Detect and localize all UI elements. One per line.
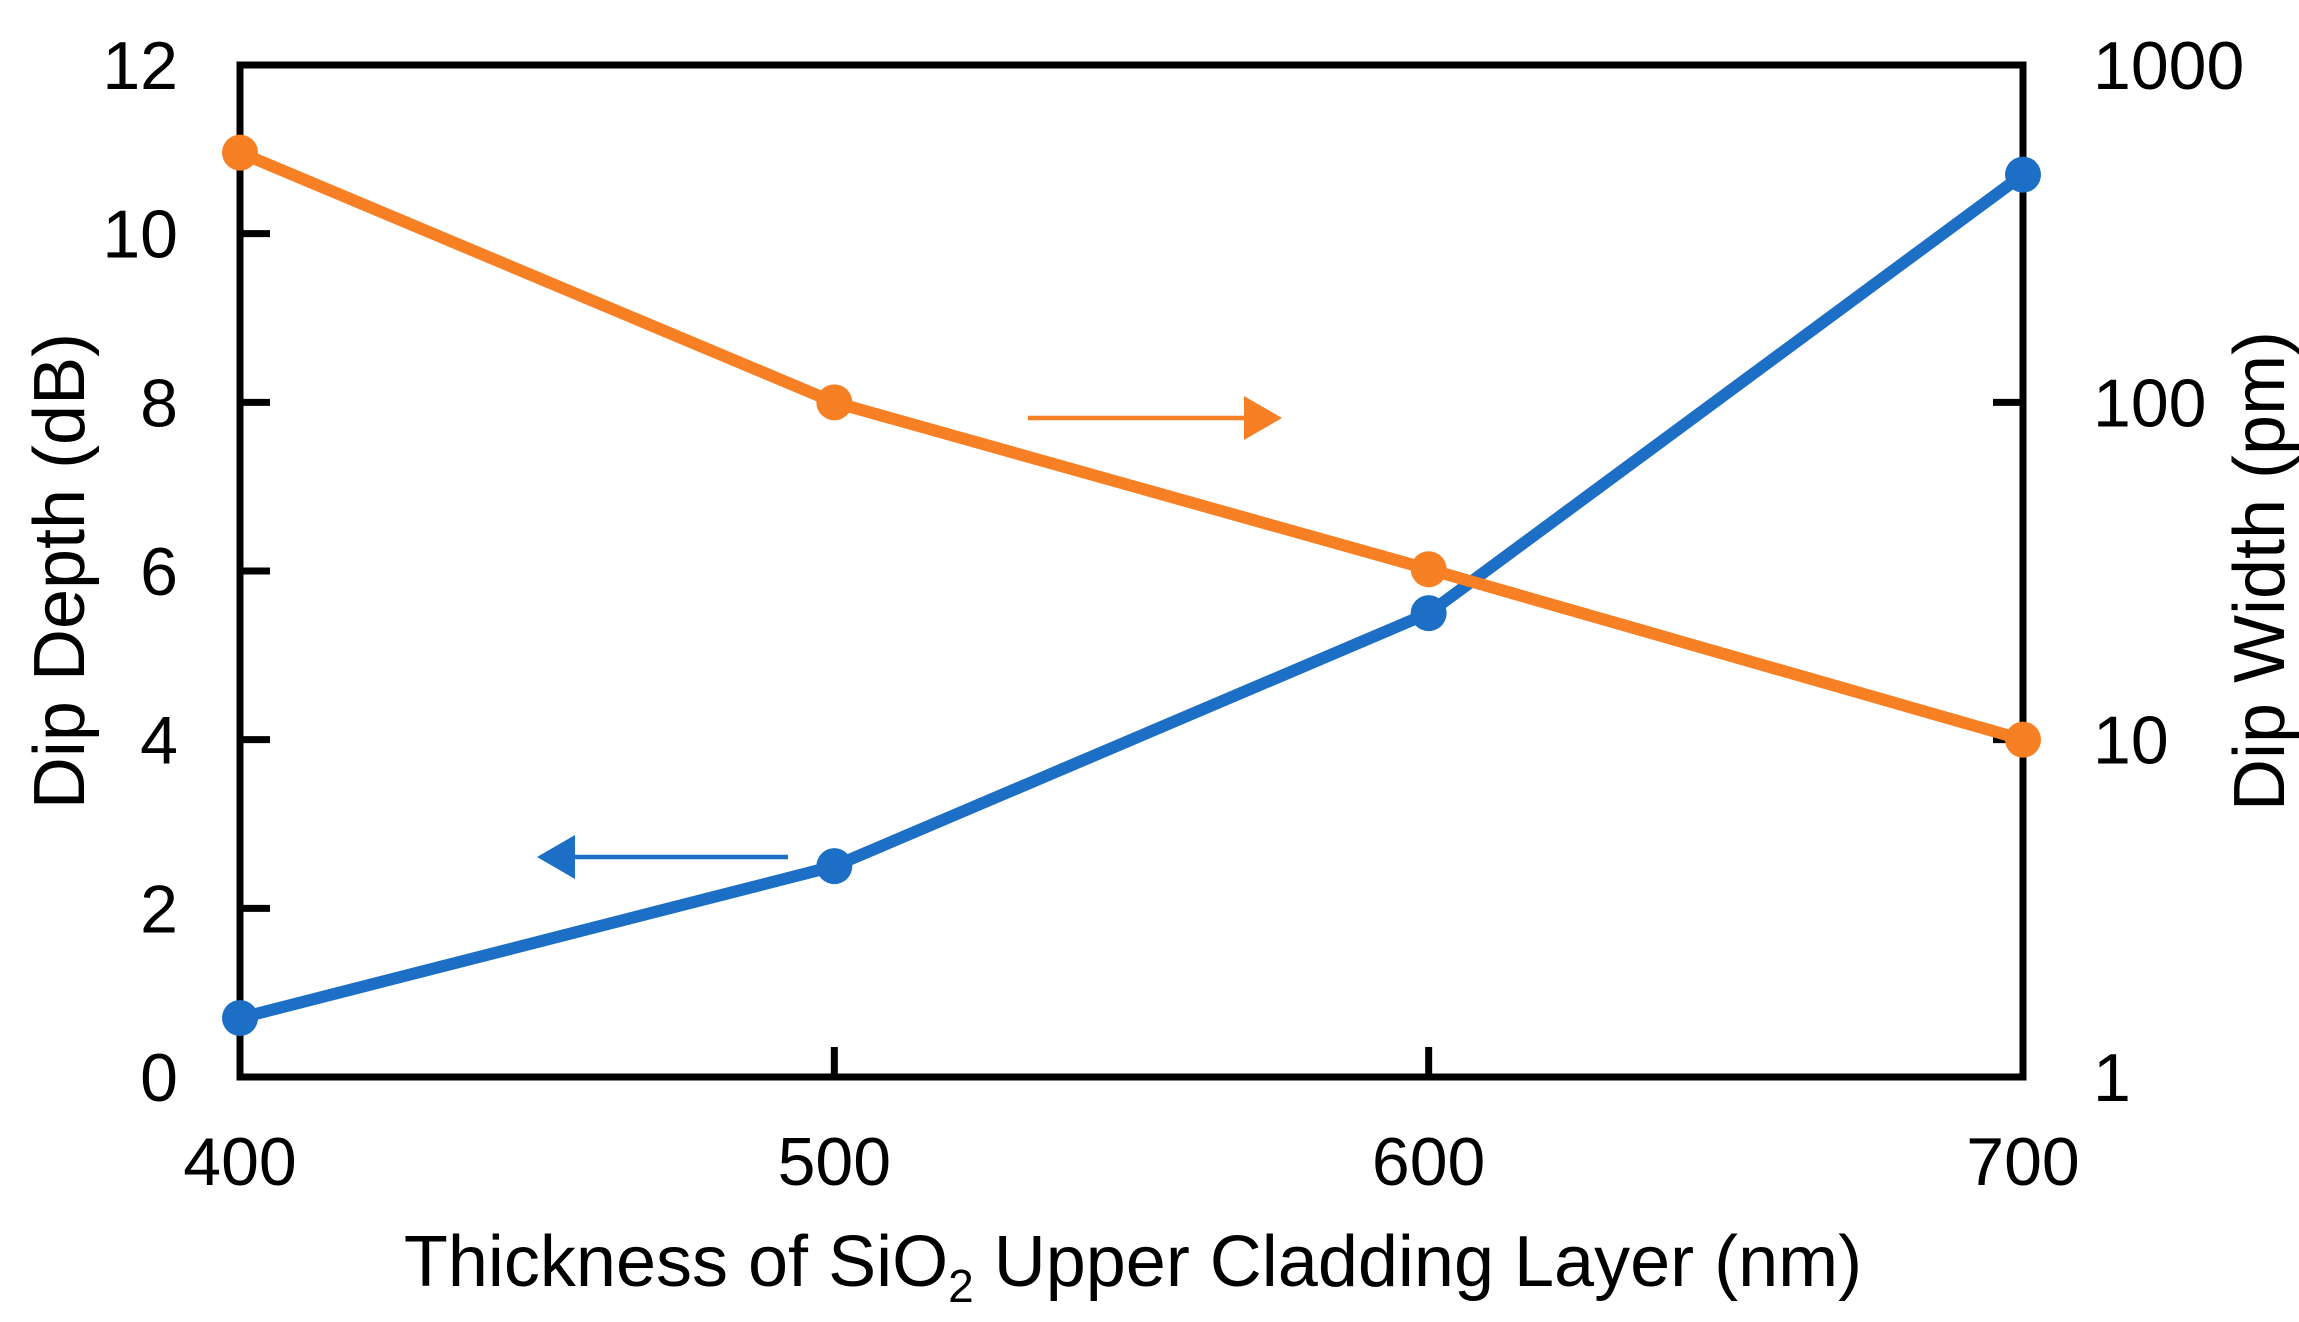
x-axis-tick-label: 500	[778, 1124, 891, 1200]
left-axis-tick-label: 2	[140, 871, 178, 947]
data-point-dip-width	[816, 384, 853, 421]
plot-area: 400 500 600 700 0 2 4 6 8 10 12 1 10 100 1000	[102, 28, 2244, 1200]
left-axis-tick-label: 12	[102, 28, 178, 104]
left-axis-tick-label: 0	[140, 1040, 178, 1116]
right-axis-tick-label: 10	[2093, 703, 2169, 779]
x-axis-tick-label: 400	[183, 1124, 296, 1200]
x-axis-title-suffix: Upper Cladding Layer (nm)	[974, 1222, 1862, 1302]
x-axis-title-text: Thickness of SiO	[404, 1222, 948, 1302]
x-axis-title-subscript: 2	[948, 1260, 974, 1312]
right-axis-title: Dip Width (pm)	[2220, 331, 2299, 811]
data-point-dip-depth	[816, 848, 853, 885]
right-axis-tick-label: 1000	[2093, 28, 2244, 104]
left-axis-tick-label: 8	[140, 365, 178, 441]
data-point-dip-depth	[2005, 156, 2041, 193]
right-axis-tick-label: 1	[2093, 1040, 2131, 1116]
data-point-dip-depth	[1410, 595, 1447, 632]
right-axis-tick-label: 100	[2093, 365, 2206, 441]
left-axis-tick-label: 4	[140, 703, 178, 779]
data-point-dip-width	[2005, 721, 2041, 758]
left-axis-tick-label: 6	[140, 534, 178, 610]
plot-border	[236, 61, 2027, 1081]
data-point-dip-depth	[222, 999, 258, 1036]
series-line-dip-depth	[234, 168, 2029, 1024]
data-point-dip-width	[1410, 551, 1447, 588]
data-point-dip-width	[222, 134, 258, 171]
x-axis-tick-label: 700	[1966, 1124, 2079, 1200]
dip-depth-axis-arrow-head	[537, 835, 575, 879]
x-axis-tick-label: 600	[1372, 1124, 1485, 1200]
dip-width-axis-arrow-head	[1244, 396, 1282, 440]
series-line-dip-width	[234, 146, 2029, 746]
left-axis-title: Dip Depth (dB)	[20, 333, 100, 809]
x-axis-title: Thickness of SiO2 Upper Cladding Layer (…	[404, 1222, 1862, 1312]
left-axis-tick-label: 10	[102, 197, 178, 273]
